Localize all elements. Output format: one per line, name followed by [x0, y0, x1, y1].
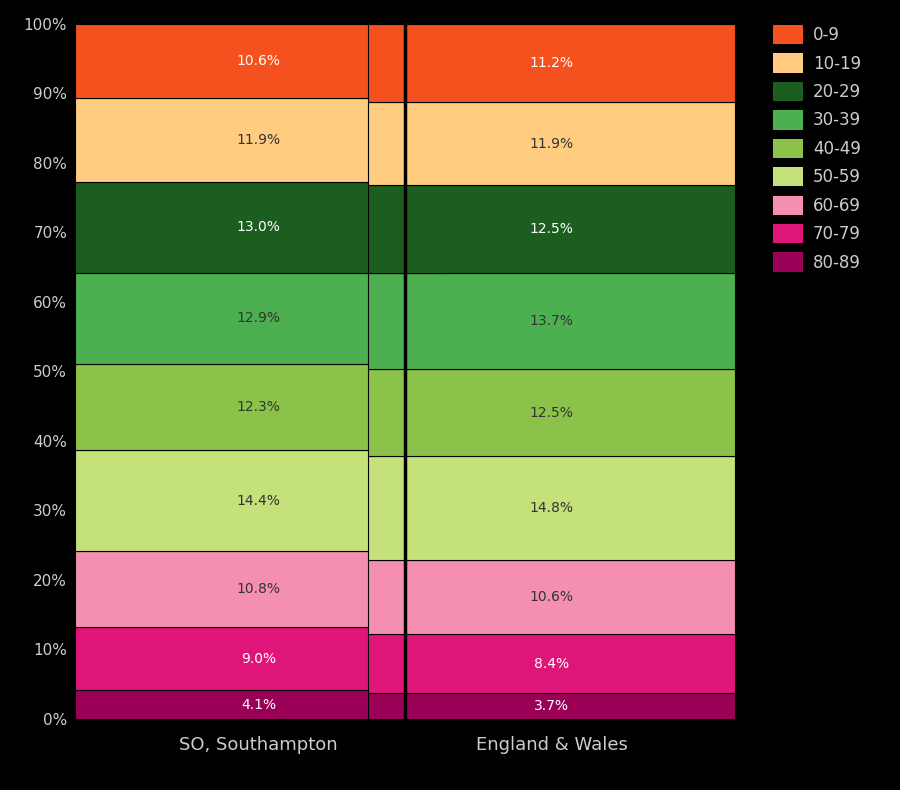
Bar — [76, 551, 442, 627]
Text: 12.9%: 12.9% — [237, 311, 281, 325]
Bar — [368, 369, 734, 457]
Bar — [368, 560, 734, 634]
Bar — [76, 690, 442, 719]
Text: 8.4%: 8.4% — [534, 656, 569, 671]
Text: 10.6%: 10.6% — [237, 54, 281, 68]
Text: 10.8%: 10.8% — [237, 582, 281, 596]
Text: 9.0%: 9.0% — [241, 652, 276, 665]
Bar — [368, 457, 734, 560]
Text: 3.7%: 3.7% — [534, 699, 569, 713]
Bar — [76, 450, 442, 551]
Text: 10.6%: 10.6% — [529, 590, 573, 604]
Bar — [76, 24, 442, 98]
Text: 13.7%: 13.7% — [529, 314, 573, 328]
Text: 11.9%: 11.9% — [237, 133, 281, 147]
Text: 14.8%: 14.8% — [529, 501, 573, 515]
Bar — [368, 186, 734, 273]
Text: 11.2%: 11.2% — [529, 56, 573, 70]
Bar — [368, 693, 734, 719]
Bar — [76, 273, 442, 363]
Bar — [368, 24, 734, 102]
Bar — [368, 273, 734, 369]
Text: 12.5%: 12.5% — [529, 405, 573, 419]
Text: 13.0%: 13.0% — [237, 220, 281, 235]
Bar — [76, 98, 442, 182]
Text: 11.9%: 11.9% — [529, 137, 573, 151]
Text: 12.3%: 12.3% — [237, 400, 281, 414]
Bar — [368, 102, 734, 186]
Bar — [76, 363, 442, 450]
Text: 12.5%: 12.5% — [529, 222, 573, 236]
Bar — [76, 627, 442, 690]
Bar — [76, 182, 442, 273]
Bar — [368, 634, 734, 693]
Text: 14.4%: 14.4% — [237, 494, 281, 507]
Text: 4.1%: 4.1% — [241, 698, 276, 712]
Legend: 0-9, 10-19, 20-29, 30-39, 40-49, 50-59, 60-69, 70-79, 80-89: 0-9, 10-19, 20-29, 30-39, 40-49, 50-59, … — [773, 25, 861, 272]
